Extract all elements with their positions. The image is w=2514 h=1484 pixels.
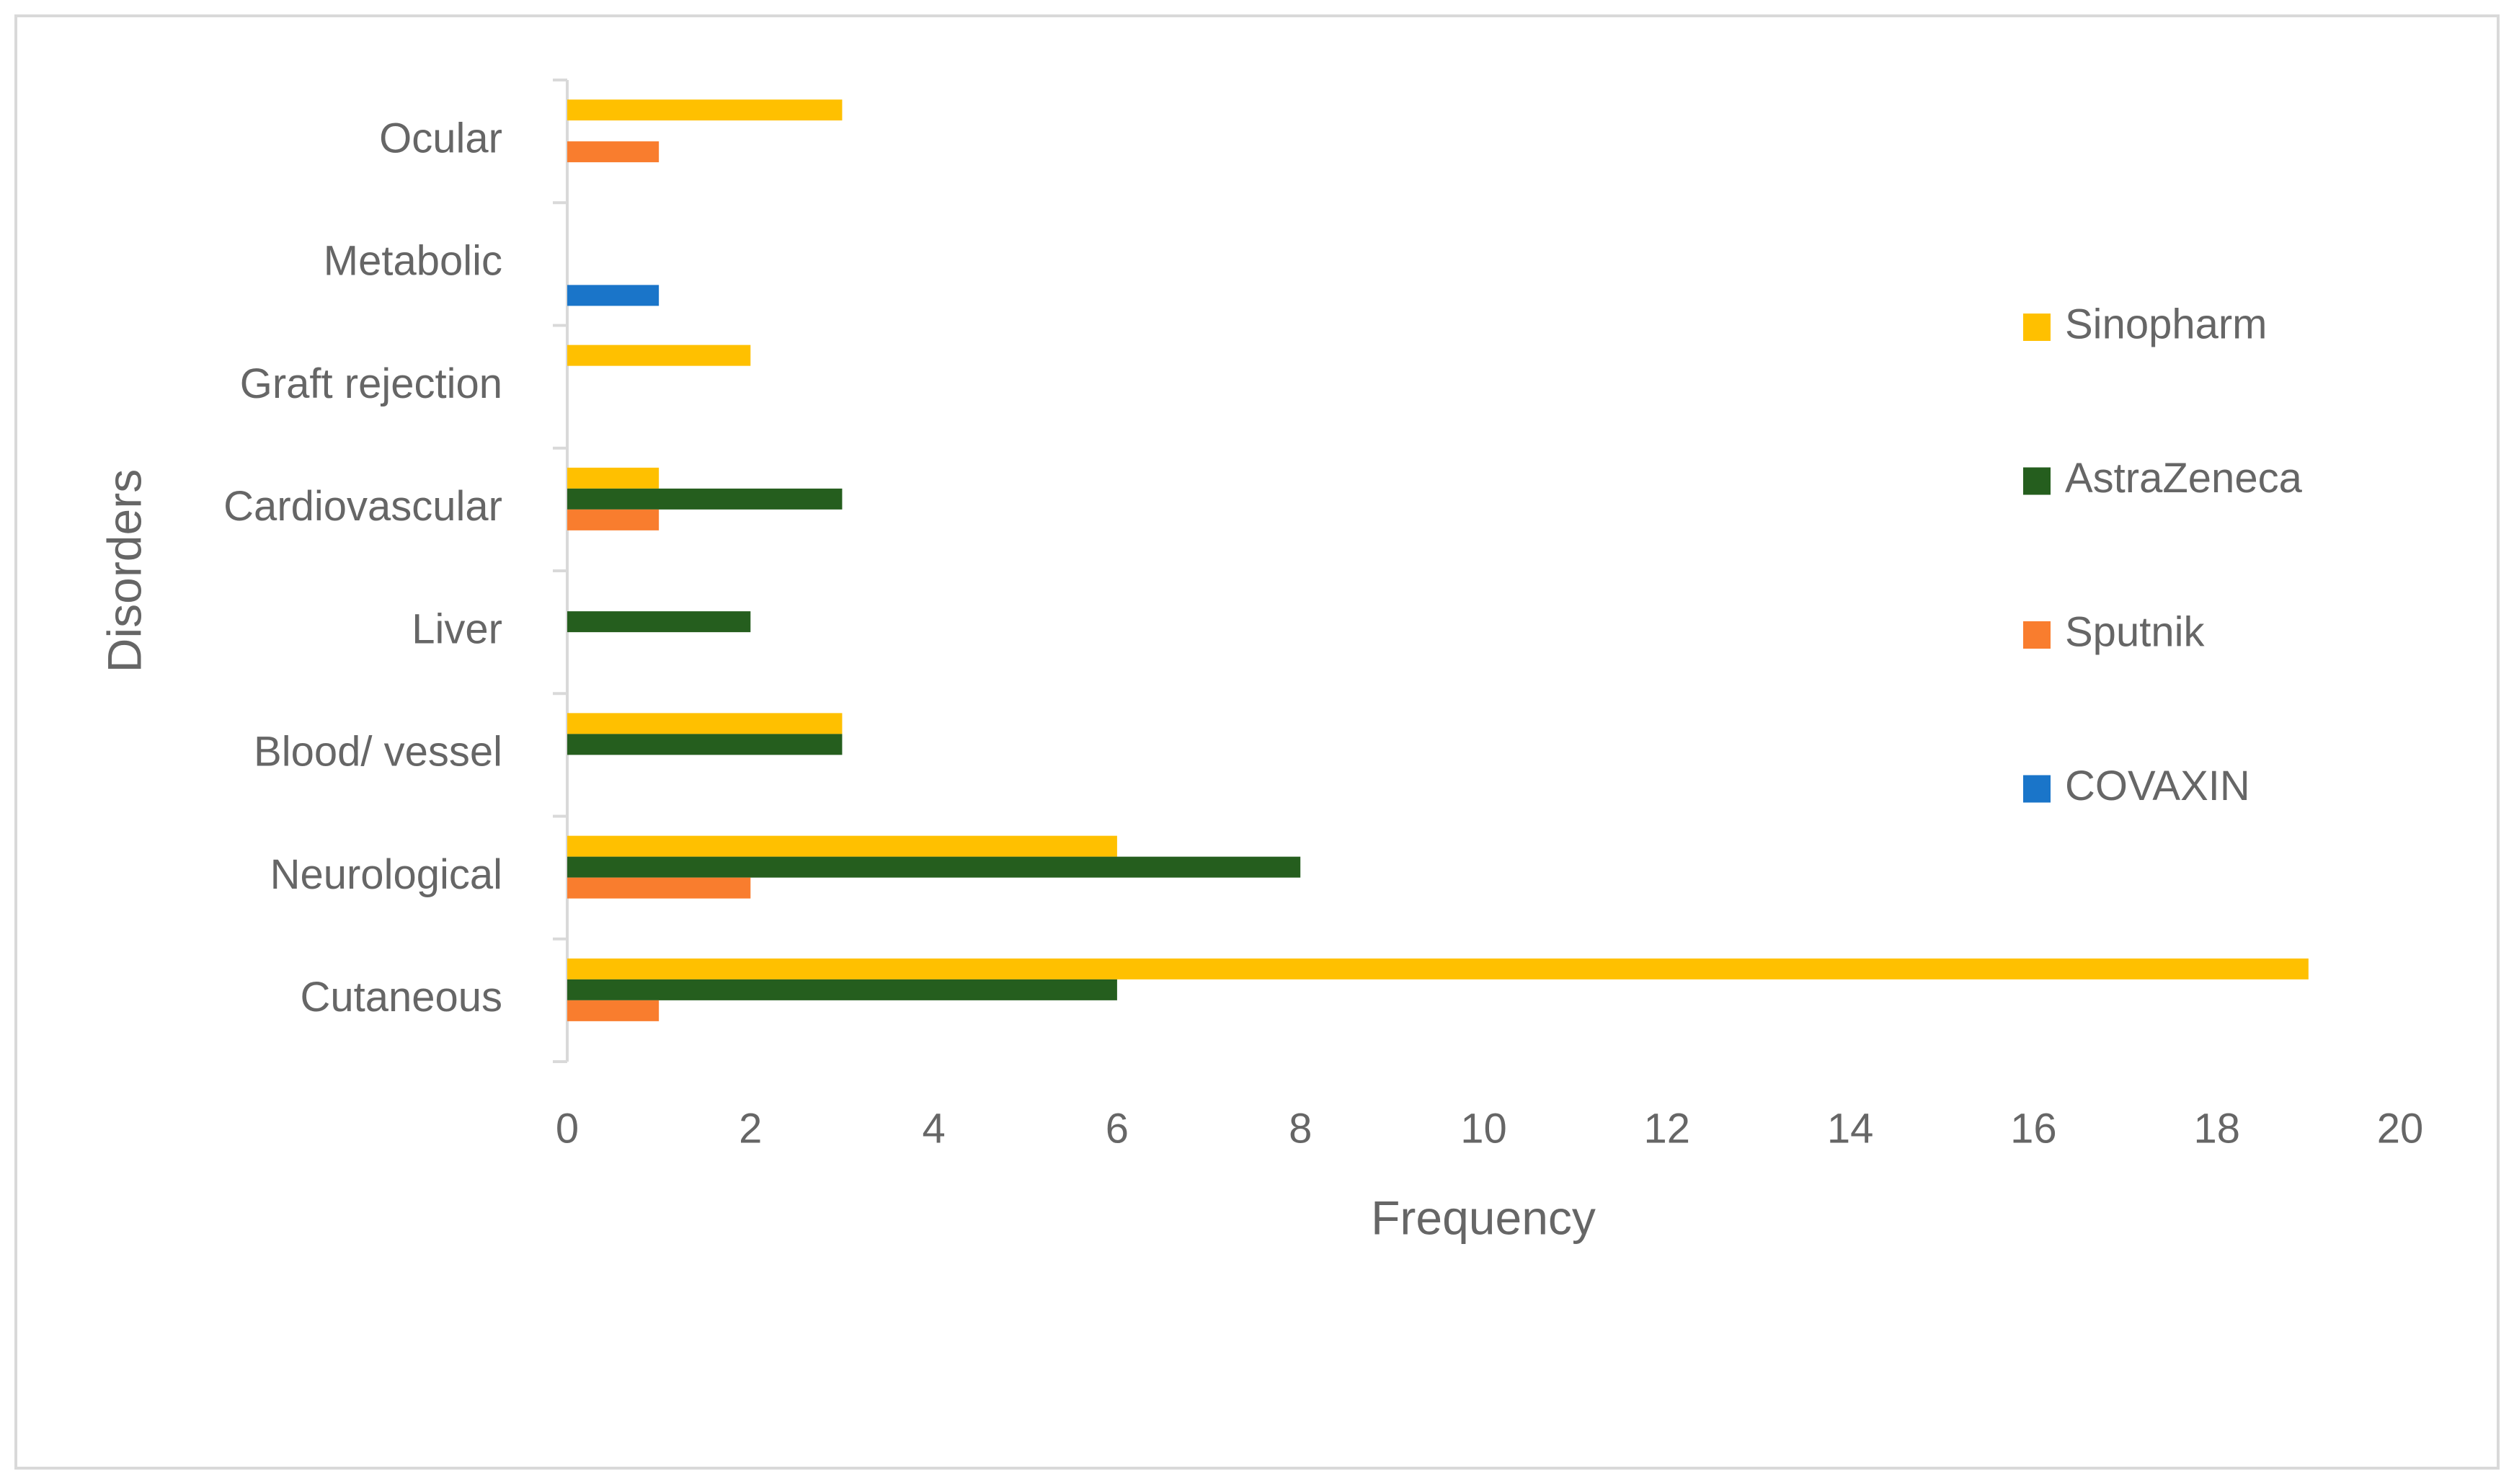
bar	[567, 713, 843, 734]
bar	[567, 958, 2309, 979]
y-tick-label: Graft rejection	[240, 360, 502, 407]
y-tick-label: Ocular	[379, 115, 502, 161]
y-tick-label: Blood/ vessel	[254, 729, 502, 776]
y-tick-label: Neurological	[270, 851, 502, 898]
bar	[567, 734, 843, 755]
legend-swatch	[2023, 467, 2051, 495]
bar	[567, 467, 659, 489]
x-tick-label: 18	[2193, 1105, 2240, 1152]
x-tick-label: 10	[1460, 1105, 1507, 1152]
y-tick-label: Cardiovascular	[223, 483, 502, 530]
bar	[567, 345, 751, 366]
x-tick-label: 6	[1106, 1105, 1129, 1152]
y-tick-label: Cutaneous	[300, 974, 502, 1021]
y-tick-label: Liver	[412, 605, 502, 652]
bar	[567, 856, 1301, 878]
bar	[567, 1000, 659, 1021]
legend-label: Sinopharm	[2065, 301, 2267, 347]
x-tick-label: 14	[1827, 1105, 1874, 1152]
legend-swatch	[2023, 775, 2051, 803]
bar	[567, 979, 1117, 1000]
x-tick-label: 20	[2377, 1105, 2424, 1152]
y-tick-label: Metabolic	[324, 238, 502, 285]
x-axis-title: Frequency	[1371, 1191, 1596, 1244]
legend-swatch	[2023, 314, 2051, 341]
bar	[567, 99, 843, 121]
legend-label: COVAXIN	[2065, 763, 2250, 809]
bar	[567, 835, 1117, 857]
x-tick-label: 12	[1644, 1105, 1691, 1152]
bar	[567, 877, 751, 899]
bar	[567, 141, 659, 163]
bar	[567, 488, 843, 510]
legend-label: AstraZeneca	[2065, 455, 2303, 502]
y-axis-title: Disorders	[97, 469, 151, 672]
bar	[567, 285, 659, 306]
x-tick-label: 16	[2010, 1105, 2057, 1152]
bar	[567, 611, 751, 633]
x-tick-label: 0	[556, 1105, 579, 1152]
x-tick-label: 4	[922, 1105, 945, 1152]
x-tick-label: 2	[739, 1105, 762, 1152]
bar	[567, 509, 659, 530]
x-tick-label: 8	[1289, 1105, 1312, 1152]
legend-label: Sputnik	[2065, 608, 2205, 655]
legend-swatch	[2023, 621, 2051, 649]
chart-border	[14, 14, 2500, 1470]
